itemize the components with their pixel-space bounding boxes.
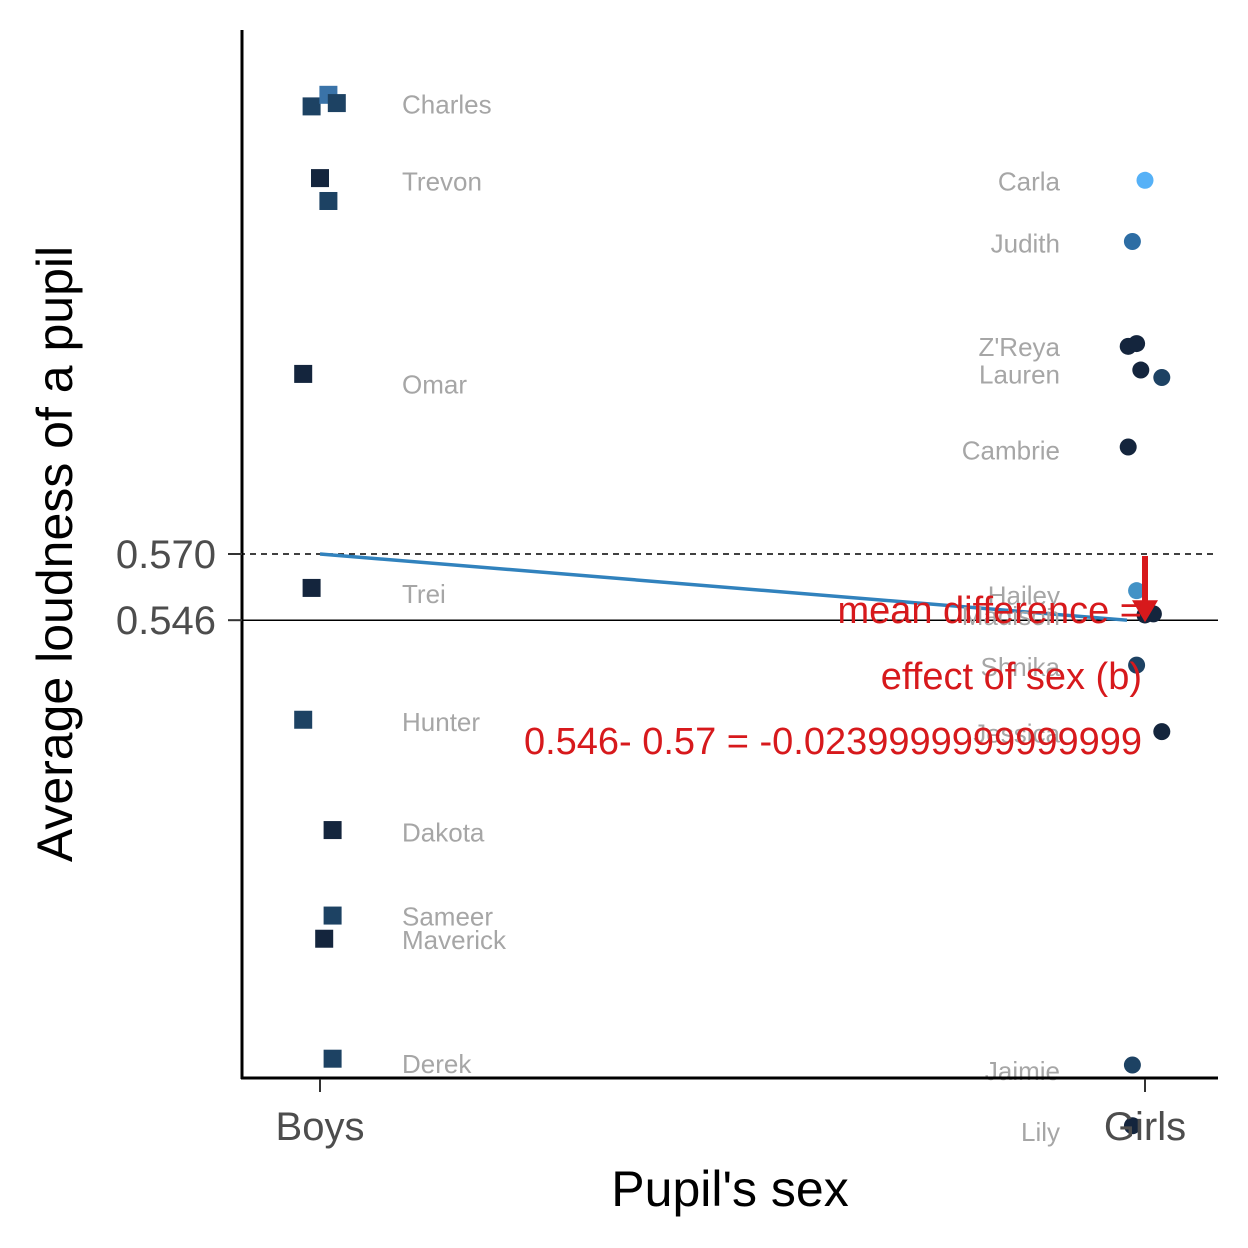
girl-name-label: Shnika — [981, 652, 1061, 682]
y-tick-label: 0.570 — [116, 533, 216, 577]
girl-name-label: Lauren — [979, 360, 1060, 390]
annotation: mean difference = effect of sex (b) 0.546-… — [524, 556, 1158, 763]
girl-point — [1132, 361, 1150, 379]
mean-difference-line — [319, 552, 1128, 622]
x-tick-label: Girls — [1104, 1105, 1186, 1149]
girl-point — [1123, 233, 1141, 251]
boy-name-label: Trei — [402, 579, 446, 609]
girl-name-label: Hailey — [988, 580, 1060, 610]
girl-name-label: Cambrie — [962, 436, 1060, 466]
boy-point — [294, 710, 313, 729]
boy-point — [327, 94, 346, 113]
reference-lines — [228, 553, 1218, 621]
girl-name-label: Carla — [998, 167, 1061, 197]
girl-name-label: Jessica — [973, 718, 1060, 748]
boy-point — [319, 191, 338, 210]
boy-point — [323, 906, 342, 925]
boy-point — [323, 821, 342, 840]
annotation-line: 0.546- 0.57 = -0.0239999999999999 — [524, 721, 1142, 763]
girl-name-label: Madison — [962, 601, 1060, 631]
boy-name-label: Hunter — [402, 707, 480, 737]
girl-point — [1153, 723, 1171, 741]
girl-point — [1123, 1117, 1141, 1135]
boy-point — [323, 1049, 342, 1068]
girl-point — [1128, 335, 1146, 353]
girl-point — [1136, 171, 1154, 189]
girl-name-label: Jaimie — [985, 1056, 1060, 1086]
x-tick-label: Boys — [276, 1105, 365, 1149]
point-labels: CharlesTrevonOmarTreiHunterDakotaSameerM… — [402, 89, 1061, 1146]
boy-name-label: Derek — [402, 1049, 472, 1079]
annotation-line: mean difference = — [837, 590, 1142, 632]
x-axis-title: Pupil's sex — [611, 1161, 848, 1217]
y-tick-label: 0.546 — [116, 599, 216, 643]
boy-point — [311, 169, 329, 188]
boy-point — [315, 929, 334, 948]
girl-point — [1128, 656, 1146, 674]
boy-name-label: Sameer — [402, 902, 493, 932]
boy-name-label: Charles — [402, 89, 492, 119]
mean-difference-arrow — [1132, 556, 1158, 623]
girl-point — [1119, 438, 1137, 456]
girl-name-label: Judith — [991, 229, 1060, 259]
axis-ticks: 0.570 0.546 Boys Girls — [116, 533, 1186, 1149]
girl-point — [1153, 368, 1171, 386]
boy-name-label: Trevon — [402, 167, 482, 197]
boy-point — [294, 364, 313, 383]
girl-name-label: Lily — [1021, 1117, 1060, 1147]
girl-point — [1123, 1056, 1141, 1074]
girl-point — [1128, 582, 1146, 600]
annotation-line: effect of sex (b) — [881, 656, 1142, 698]
boy-name-label: Omar — [402, 369, 467, 399]
boy-point — [302, 97, 321, 116]
boy-point — [302, 578, 321, 597]
boy-name-label: Dakota — [402, 818, 485, 848]
y-axis-title: Average loudness of a pupil — [27, 246, 83, 862]
boy-name-label: Maverick — [402, 925, 507, 955]
girl-name-label: Z'Reya — [978, 332, 1060, 362]
data-points — [294, 85, 1171, 1135]
